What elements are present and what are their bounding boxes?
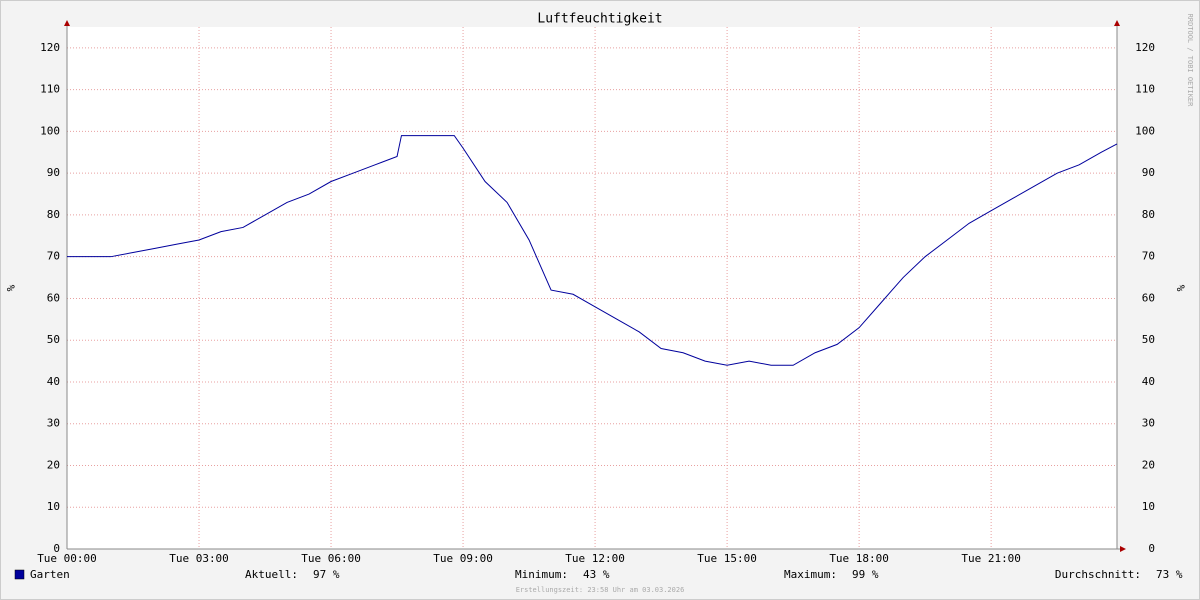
x-tick-label: Tue 00:00 [37,552,97,565]
axis-arrow [1114,20,1120,26]
stat-value: 43 % [583,568,610,581]
series-line [67,135,1118,366]
y-tick-label: 0 [53,542,60,555]
y-axis-label: % [4,285,17,292]
plot-area [67,27,1117,549]
x-tick-label: Tue 09:00 [433,552,493,565]
y2-tick-label: 30 [1142,417,1155,430]
y2-tick-label: 60 [1142,291,1155,304]
y-tick-label: 120 [40,41,60,54]
stat-value: 73 % [1156,568,1183,581]
y-tick-label: 10 [47,500,60,513]
y2-tick-label: 50 [1142,333,1155,346]
y2-tick-label: 110 [1135,83,1155,96]
chart-title: Luftfeuchtigkeit [537,12,662,27]
x-tick-label: Tue 15:00 [697,552,757,565]
y2-tick-label: 90 [1142,166,1155,179]
y2-tick-label: 20 [1142,458,1155,471]
stat-label: Durchschnitt: [1055,568,1141,581]
watermark: RRDTOOL / TOBI OETIKER [1186,14,1194,108]
y-tick-label: 70 [47,250,60,263]
y-tick-label: 90 [47,166,60,179]
y-tick-label: 30 [47,417,60,430]
x-tick-label: Tue 03:00 [169,552,229,565]
y-tick-label: 100 [40,124,60,137]
stat-label: Aktuell: [245,568,298,581]
y-tick-label: 40 [47,375,60,388]
y2-tick-label: 80 [1142,208,1155,221]
y-tick-label: 20 [47,458,60,471]
x-tick-label: Tue 21:00 [961,552,1021,565]
x-tick-label: Tue 06:00 [301,552,361,565]
legend-label: Garten [30,568,70,581]
y-tick-label: 50 [47,333,60,346]
y2-tick-label: 100 [1135,124,1155,137]
y2-tick-label: 10 [1142,500,1155,513]
x-tick-label: Tue 18:00 [829,552,889,565]
footer: Erstellungszeit: 23:58 Uhr am 03.03.2026 [516,586,685,594]
y-tick-label: 80 [47,208,60,221]
y2-tick-label: 40 [1142,375,1155,388]
stat-label: Minimum: [515,568,568,581]
y2-tick-label: 0 [1148,542,1155,555]
axis-arrow [1120,546,1126,552]
y2-tick-label: 120 [1135,41,1155,54]
axis-arrow [64,20,70,26]
stat-label: Maximum: [784,568,837,581]
stat-value: 97 % [313,568,340,581]
stat-value: 99 % [852,568,879,581]
y-tick-label: 60 [47,291,60,304]
x-tick-label: Tue 12:00 [565,552,625,565]
y2-axis-label: % [1174,285,1187,292]
y2-tick-label: 70 [1142,250,1155,263]
legend-swatch [14,569,25,580]
y-tick-label: 110 [40,83,60,96]
